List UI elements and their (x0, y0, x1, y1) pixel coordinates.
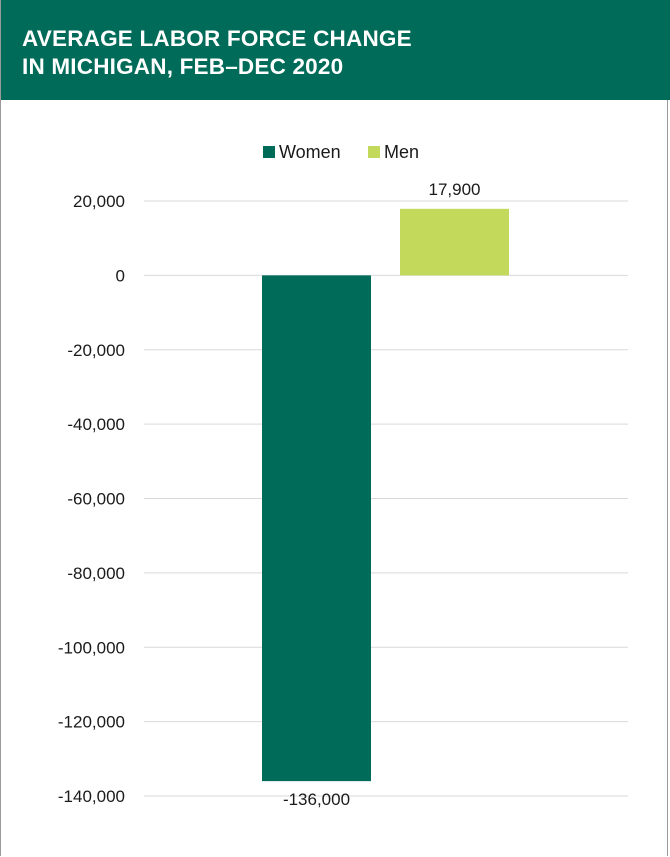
data-label-men: 17,900 (429, 180, 481, 199)
legend-swatch-women (263, 146, 275, 158)
y-tick-label: -120,000 (58, 713, 125, 732)
data-label-women: -136,000 (283, 790, 350, 809)
y-tick-label: 0 (116, 266, 125, 285)
legend-label-women: Women (279, 142, 341, 162)
data-labels: -136,000 17,900 (283, 180, 481, 809)
y-tick-label: -60,000 (67, 490, 125, 509)
y-tick-label: -40,000 (67, 415, 125, 434)
bar-men (400, 208, 509, 276)
y-tick-label: -140,000 (58, 787, 125, 806)
chart-title-line-2: IN MICHIGAN, FEB–DEC 2020 (22, 54, 344, 79)
y-tick-label: -20,000 (67, 341, 125, 360)
bars (262, 208, 509, 782)
legend-swatch-men (368, 146, 380, 158)
chart-header: AVERAGE LABOR FORCE CHANGE IN MICHIGAN, … (1, 0, 670, 100)
y-tick-label: 20,000 (73, 192, 125, 211)
y-tick-label: -100,000 (58, 638, 125, 657)
legend-label-men: Men (384, 142, 419, 162)
legend: Women Men (263, 142, 419, 162)
chart-title: AVERAGE LABOR FORCE CHANGE IN MICHIGAN, … (22, 25, 642, 81)
gridlines (144, 200, 628, 797)
y-tick-label: -80,000 (67, 564, 125, 583)
bar-chart: 20,000 0 -20,000 -40,000 -60,000 -80,000 -100,… (58, 142, 628, 809)
y-axis-tick-labels: 20,000 0 -20,000 -40,000 -60,000 -80,000 -100,… (58, 192, 125, 806)
bar-women (262, 275, 371, 782)
chart-title-line-1: AVERAGE LABOR FORCE CHANGE (22, 26, 412, 51)
